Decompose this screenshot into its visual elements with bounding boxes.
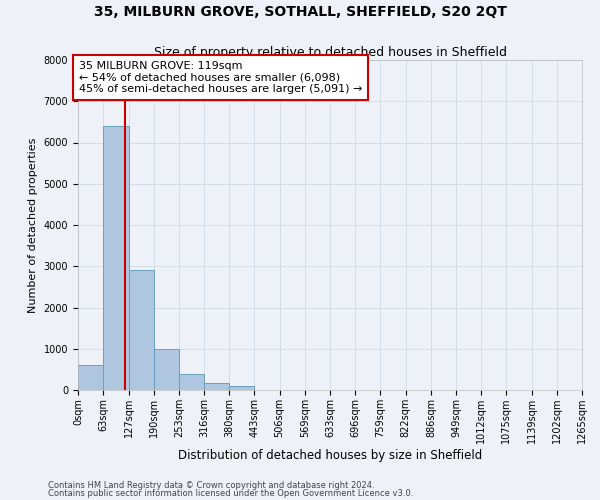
Bar bbox=[229, 386, 254, 390]
Text: 35 MILBURN GROVE: 119sqm
← 54% of detached houses are smaller (6,098)
45% of sem: 35 MILBURN GROVE: 119sqm ← 54% of detach… bbox=[79, 61, 362, 94]
Bar bbox=[154, 349, 179, 390]
Bar bbox=[128, 270, 154, 390]
Title: Size of property relative to detached houses in Sheffield: Size of property relative to detached ho… bbox=[154, 46, 506, 59]
Text: Contains HM Land Registry data © Crown copyright and database right 2024.: Contains HM Land Registry data © Crown c… bbox=[48, 480, 374, 490]
X-axis label: Distribution of detached houses by size in Sheffield: Distribution of detached houses by size … bbox=[178, 448, 482, 462]
Bar bbox=[179, 374, 204, 390]
Y-axis label: Number of detached properties: Number of detached properties bbox=[28, 138, 38, 312]
Bar bbox=[204, 383, 229, 390]
Text: Contains public sector information licensed under the Open Government Licence v3: Contains public sector information licen… bbox=[48, 489, 413, 498]
Bar bbox=[78, 365, 103, 390]
Text: 35, MILBURN GROVE, SOTHALL, SHEFFIELD, S20 2QT: 35, MILBURN GROVE, SOTHALL, SHEFFIELD, S… bbox=[94, 5, 506, 19]
Bar bbox=[103, 126, 128, 390]
